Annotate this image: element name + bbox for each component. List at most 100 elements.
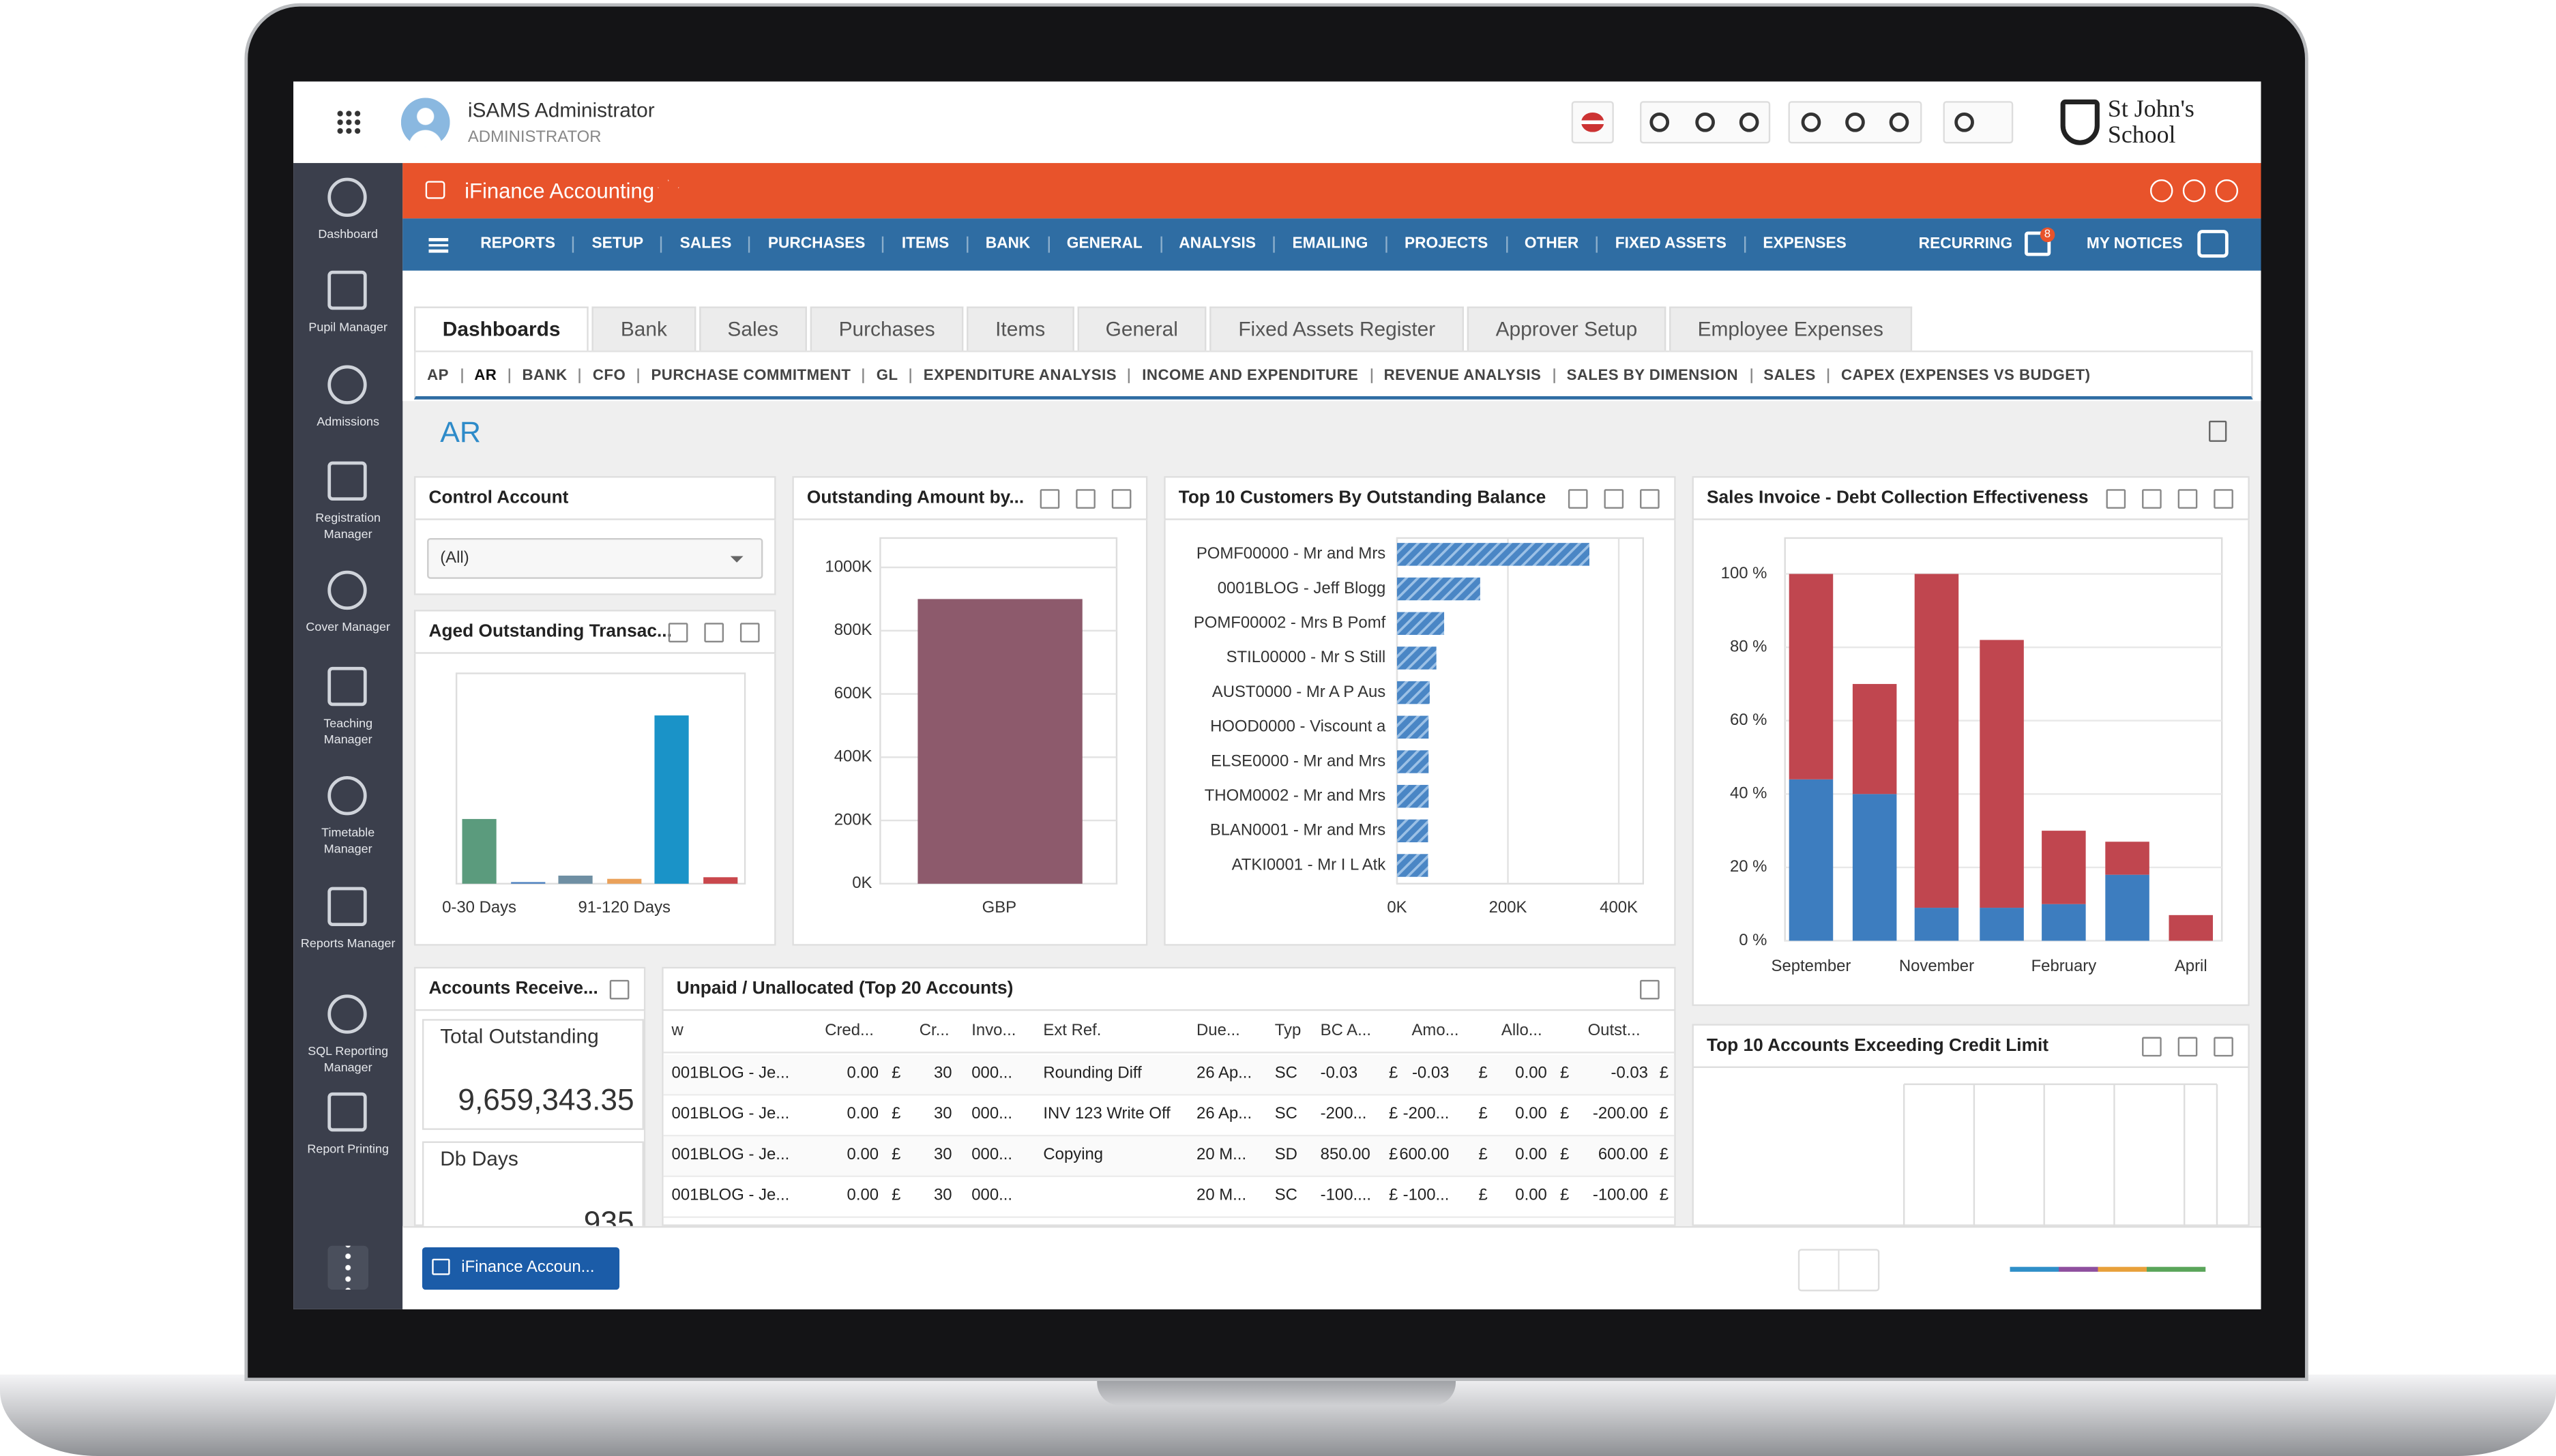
panel-icon[interactable]	[1040, 489, 1060, 509]
menu-item[interactable]: ITEMS	[884, 237, 969, 252]
subtab[interactable]: SALES	[1750, 367, 1827, 384]
table-row[interactable]	[663, 1054, 1675, 1096]
tab[interactable]: Items	[967, 306, 1074, 351]
taskbar-button-label[interactable]: iFinance Accoun...	[461, 1258, 595, 1277]
panel-icon[interactable]	[1604, 489, 1624, 509]
menu-item[interactable]: SETUP	[574, 237, 663, 252]
select-value[interactable]: (All)	[440, 549, 469, 567]
sidebar-label[interactable]: SQL Reporting Manager	[308, 1043, 389, 1074]
sidebar-icon[interactable]	[327, 887, 367, 926]
panel-icon[interactable]	[1640, 489, 1660, 509]
sidebar-icon[interactable]	[327, 776, 367, 816]
subtab[interactable]: REVENUE ANALYSIS	[1370, 367, 1553, 384]
panel-icon[interactable]	[1076, 489, 1096, 509]
column-header[interactable]: Allo...	[1501, 1022, 1542, 1041]
subtab[interactable]: GL	[862, 367, 910, 384]
sidebar-label[interactable]: Dashboard	[318, 226, 379, 241]
panel-icon[interactable]	[1111, 489, 1132, 509]
column-header[interactable]: Invo...	[971, 1022, 1016, 1041]
menu-item[interactable]: ANALYSIS	[1162, 237, 1275, 252]
sidebar-label[interactable]: Timetable Manager	[321, 824, 375, 856]
column-header[interactable]: w	[671, 1022, 684, 1041]
toolbar-icon[interactable]	[1695, 112, 1715, 132]
subtab[interactable]: AP	[427, 366, 449, 383]
menu-item[interactable]: EXPENSES	[1763, 235, 1847, 254]
notices-icon[interactable]	[2197, 230, 2229, 258]
window-control[interactable]	[2150, 179, 2173, 203]
menu-item[interactable]: REPORTS	[463, 237, 574, 252]
tab[interactable]: Bank	[592, 306, 696, 351]
sidebar-label[interactable]: Pupil Manager	[308, 319, 388, 335]
panel-icon[interactable]	[668, 623, 688, 642]
sidebar-icon[interactable]	[327, 461, 367, 501]
window-control[interactable]	[2182, 179, 2206, 203]
panel-icon[interactable]	[2177, 489, 2198, 509]
menu-item[interactable]: EMAILING	[1275, 237, 1387, 252]
subtab[interactable]: CFO	[579, 367, 638, 384]
recurring-label[interactable]: RECURRING	[1918, 235, 2013, 254]
window-control[interactable]	[2215, 179, 2239, 203]
subtab[interactable]: AR	[460, 367, 508, 384]
select[interactable]	[427, 537, 763, 579]
table-row[interactable]	[663, 1095, 1675, 1137]
calendar-icon[interactable]	[2025, 231, 2051, 256]
menu-item[interactable]: FIXED ASSETS	[1598, 237, 1746, 252]
menu-item[interactable]: PROJECTS	[1387, 237, 1508, 252]
table-row[interactable]	[663, 1177, 1675, 1218]
table-row[interactable]	[663, 1136, 1675, 1178]
tab[interactable]: Dashboards	[413, 306, 589, 351]
column-header[interactable]: Cr...	[919, 1022, 950, 1041]
sidebar-label[interactable]: Cover Manager	[306, 619, 390, 635]
sidebar-icon[interactable]	[327, 365, 367, 404]
column-header[interactable]: Due...	[1196, 1022, 1240, 1041]
sidebar-icon[interactable]	[327, 666, 367, 707]
panel-icon[interactable]	[1568, 489, 1588, 509]
panel-icon[interactable]	[2214, 1037, 2233, 1057]
sidebar-label[interactable]: Registration Manager	[315, 510, 381, 541]
sidebar-label[interactable]: Admissions	[317, 414, 380, 429]
panel-icon[interactable]	[704, 623, 724, 642]
panel-icon[interactable]	[609, 979, 630, 1000]
sidebar-icon[interactable]	[327, 177, 367, 217]
sidebar-label[interactable]: Teaching Manager	[323, 715, 373, 747]
toolbar-icon[interactable]	[1801, 112, 1821, 132]
sidebar-label[interactable]: Reports Manager	[300, 936, 396, 951]
sidebar-icon[interactable]	[327, 270, 367, 310]
subtab[interactable]: PURCHASE COMMITMENT	[637, 367, 863, 384]
column-header[interactable]: Cred...	[825, 1022, 874, 1041]
tab[interactable]: General	[1076, 306, 1207, 351]
tab[interactable]: Sales	[699, 306, 807, 351]
panel-icon[interactable]	[2142, 489, 2162, 509]
tab[interactable]: Employee Expenses	[1669, 306, 1912, 351]
sidebar-icon[interactable]	[327, 1092, 367, 1132]
column-header[interactable]: BC A...	[1320, 1022, 1372, 1041]
sidebar-label[interactable]: Report Printing	[307, 1141, 389, 1157]
menu-item[interactable]: OTHER	[1507, 237, 1598, 252]
export-icon[interactable]	[2209, 420, 2227, 442]
column-header[interactable]: Typ	[1274, 1022, 1302, 1041]
taskbar-button[interactable]	[422, 1247, 620, 1290]
toolbar-icon[interactable]	[1739, 112, 1759, 132]
menu-item[interactable]: GENERAL	[1049, 237, 1162, 252]
toolbar-icon[interactable]	[1845, 112, 1865, 132]
sidebar-icon[interactable]	[327, 994, 367, 1034]
menu-item[interactable]: BANK	[968, 237, 1050, 252]
column-header[interactable]: Outst...	[1587, 1022, 1641, 1041]
subtab[interactable]: EXPENDITURE ANALYSIS	[909, 367, 1128, 384]
column-header[interactable]: Ext Ref.	[1043, 1022, 1102, 1041]
taskbar-nav[interactable]	[1797, 1249, 1880, 1292]
notices-label[interactable]: MY NOTICES	[2086, 235, 2183, 254]
subtab[interactable]: INCOME AND EXPENDITURE	[1128, 367, 1370, 384]
toolbar-icon[interactable]	[1954, 112, 1974, 132]
subtab[interactable]: BANK	[508, 367, 579, 384]
toolbar-icon[interactable]	[1889, 112, 1909, 132]
subtab[interactable]: SALES BY DIMENSION	[1553, 367, 1750, 384]
sidebar-more[interactable]	[327, 1245, 369, 1290]
menu-item[interactable]: PURCHASES	[750, 237, 885, 252]
tab[interactable]: Purchases	[810, 306, 964, 351]
menu-item[interactable]: SALES	[662, 237, 751, 252]
sidebar-icon[interactable]	[327, 570, 367, 610]
panel-icon[interactable]	[2177, 1037, 2198, 1057]
panel-icon[interactable]	[739, 623, 760, 642]
panel-icon[interactable]	[2106, 489, 2126, 509]
